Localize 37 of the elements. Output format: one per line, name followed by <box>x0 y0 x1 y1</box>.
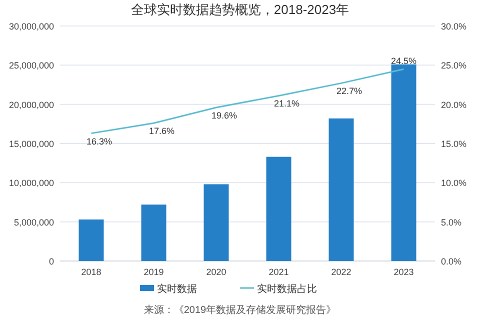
y-tick-label: 30,000,000 <box>8 22 54 32</box>
bar <box>78 219 104 261</box>
data-label: 22.7% <box>336 86 362 96</box>
y2-tick-label: 0.0% <box>441 256 462 266</box>
data-label: 19.6% <box>211 110 238 120</box>
y2-tick-label: 15.0% <box>441 139 467 149</box>
y2-tick-label: 10.0% <box>441 178 467 188</box>
data-label: 17.6% <box>148 126 175 136</box>
legend-label: 实时数据 <box>157 283 197 295</box>
chart-title: 全球实时数据趋势概览，2018-2023年 <box>130 2 350 17</box>
x-tick-label: 2023 <box>394 267 414 277</box>
x-tick-label: 2021 <box>268 267 289 277</box>
y-tick-label: 5,000,000 <box>14 217 54 228</box>
data-label: 21.1% <box>274 98 300 109</box>
x-tick-label: 2019 <box>144 267 164 277</box>
bar <box>141 204 166 261</box>
y-tick-label: 25,000,000 <box>8 60 54 71</box>
bar <box>328 118 354 261</box>
legend-label: 实时数据占比 <box>257 283 317 295</box>
y2-tick-label: 20.0% <box>441 100 467 110</box>
data-label: 16.3% <box>86 136 112 146</box>
x-tick-label: 2018 <box>81 267 102 277</box>
x-tick-label: 2020 <box>206 267 226 277</box>
source-note: 来源：《2019年数据及存储发展研究报告》 <box>144 304 336 316</box>
y-tick-label: 10,000,000 <box>8 178 54 188</box>
bar <box>266 156 292 261</box>
y-tick-label: 0 <box>48 256 54 266</box>
y2-tick-label: 30.0% <box>441 22 467 32</box>
y-tick-label: 15,000,000 <box>8 139 54 149</box>
bar <box>204 184 229 261</box>
y-tick-label: 20,000,000 <box>8 100 54 110</box>
data-label: 24.5% <box>390 56 417 66</box>
y2-tick-label: 5.0% <box>441 217 462 228</box>
line-series <box>90 68 404 134</box>
x-tick-label: 2022 <box>331 267 352 277</box>
y2-tick-label: 25.0% <box>441 60 467 71</box>
bar <box>391 64 416 261</box>
